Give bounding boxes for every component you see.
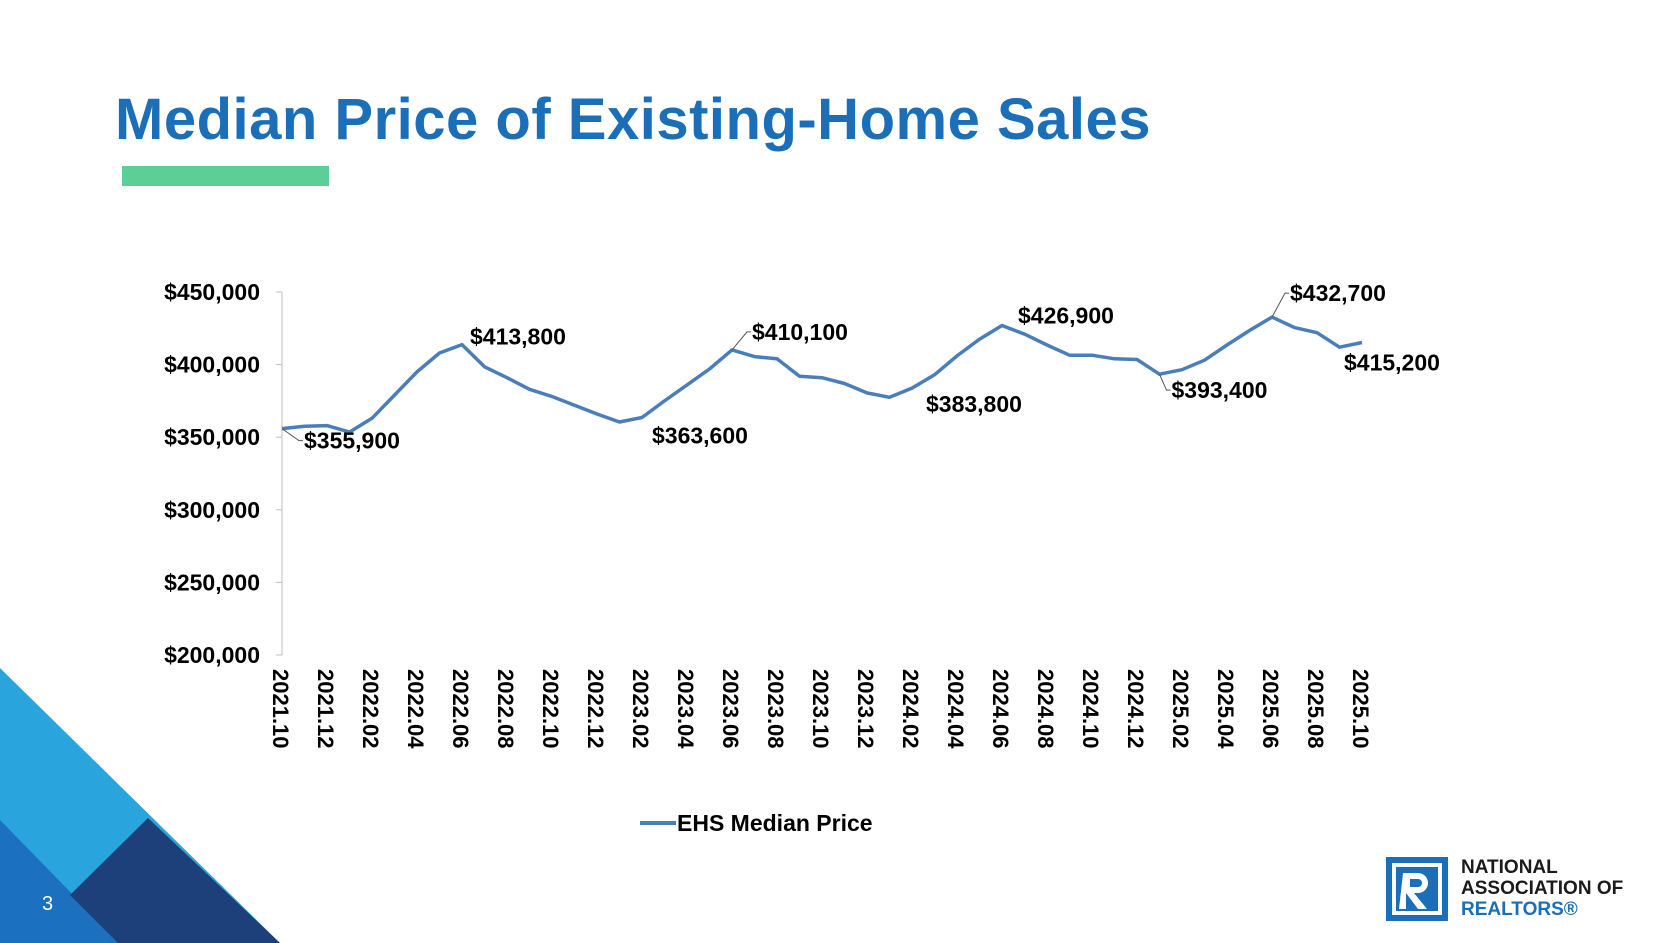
x-tick-label: 2025.08: [1303, 669, 1328, 749]
x-tick-label: 2023.04: [673, 669, 698, 749]
x-tick-label: 2024.08: [1033, 669, 1058, 749]
x-tick-label: 2024.06: [988, 669, 1013, 749]
data-label: $363,600: [652, 422, 748, 448]
logo-line-2: ASSOCIATION OF: [1461, 878, 1624, 899]
data-label: $393,400: [1172, 377, 1268, 403]
series-line: [281, 315, 1363, 434]
logo-line-1: NATIONAL: [1461, 857, 1558, 878]
x-tick-label: 2024.02: [898, 669, 923, 749]
x-tick-label: 2025.10: [1348, 669, 1373, 749]
x-tick-label: 2023.06: [718, 669, 743, 749]
data-label: $432,700: [1290, 280, 1386, 306]
corner-triangle-dark: [70, 818, 280, 943]
corner-triangle-light: [0, 668, 280, 943]
y-tick-label: $450,000: [164, 279, 260, 305]
data-label: $410,100: [752, 319, 848, 345]
x-tick-label: 2021.12: [313, 669, 338, 749]
y-tick-label: $350,000: [164, 424, 260, 450]
x-tick-label: 2022.12: [583, 669, 608, 749]
x-tick-label: 2025.06: [1258, 669, 1283, 749]
x-tick-label: 2025.02: [1168, 669, 1193, 749]
data-labels: $355,900 $413,800 $363,600 $410,100 $383,800…: [281, 280, 1440, 454]
page-title: Median Price of Existing-Home Sales: [115, 87, 1152, 152]
data-label: $355,900: [304, 428, 400, 454]
data-label: $415,200: [1344, 350, 1440, 376]
x-tick-label: 2023.02: [628, 669, 653, 749]
x-tick-label: 2024.10: [1078, 669, 1103, 749]
x-tick-label: 2022.02: [358, 669, 383, 749]
x-tick-label: 2022.08: [493, 669, 518, 749]
logo-text: NATIONAL ASSOCIATION OF REALTORS®: [1461, 857, 1623, 920]
nar-logo: NATIONAL ASSOCIATION OF REALTORS®: [1386, 857, 1666, 923]
data-label: $413,800: [470, 324, 566, 350]
x-tick-label: 2021.10: [268, 669, 293, 749]
data-label-leader: [1271, 292, 1289, 318]
x-tick-label: 2024.12: [1123, 669, 1148, 749]
y-tick-label: $400,000: [164, 352, 260, 378]
x-tick-label: 2023.10: [808, 669, 833, 749]
y-axis: $200,000 $250,000 $300,000 $350,000 $400,000…: [164, 279, 283, 668]
series-ehs-median-price: [281, 315, 1363, 434]
legend-label: EHS Median Price: [677, 810, 873, 836]
x-axis: 2021.10 2021.12 2022.02 2022.04 2022.06 2022.…: [268, 669, 1373, 749]
x-tick-label: 2022.10: [538, 669, 563, 749]
data-label: $383,800: [926, 391, 1022, 417]
x-tick-label: 2025.04: [1213, 669, 1238, 749]
x-tick-label: 2024.04: [943, 669, 968, 749]
x-tick-label: 2022.04: [403, 669, 428, 749]
x-tick-label: 2023.08: [763, 669, 788, 749]
logo-line-3: REALTORS®: [1461, 899, 1578, 920]
data-label: $426,900: [1018, 303, 1114, 329]
data-label-leader: [281, 428, 303, 442]
data-label-leader: [1159, 373, 1171, 391]
data-label-leader: [731, 331, 751, 351]
y-tick-label: $300,000: [164, 497, 260, 523]
x-tick-label: 2022.06: [448, 669, 473, 749]
y-tick-label: $200,000: [164, 642, 260, 668]
slide-number: 3: [42, 893, 54, 915]
y-tick-label: $250,000: [164, 569, 260, 595]
corner-decoration: [0, 668, 280, 943]
title-underline: [122, 166, 329, 186]
realtor-r-logo-icon: [1386, 857, 1448, 921]
legend: EHS Median Price: [640, 810, 873, 836]
x-tick-label: 2023.12: [853, 669, 878, 749]
